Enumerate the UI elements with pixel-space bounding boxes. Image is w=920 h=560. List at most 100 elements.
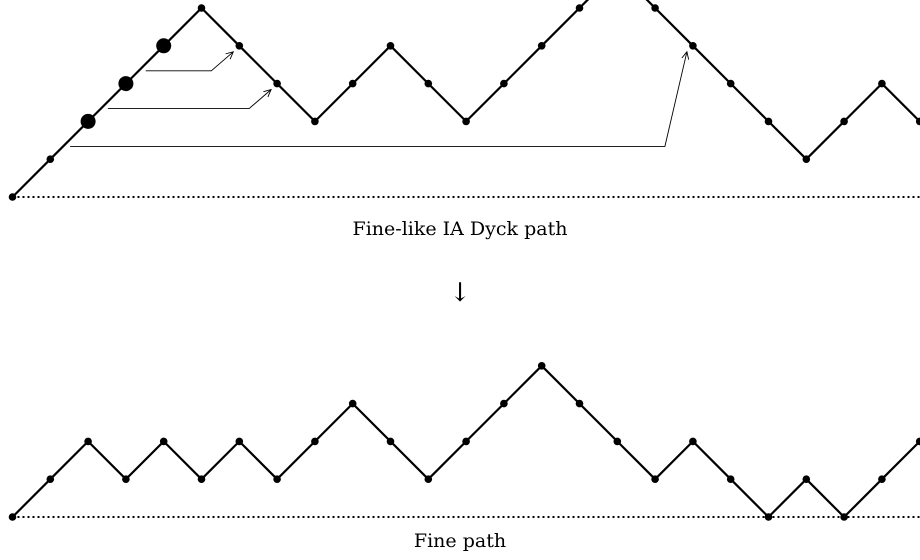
- top-path-node-6: [235, 42, 244, 50]
- connector-arrow-1: [145, 51, 234, 72]
- top-path-step-10: [351, 44, 392, 85]
- bottom-path-step-12: [427, 440, 468, 481]
- top-path-step-11: [389, 44, 430, 85]
- top-path-node-21: [802, 155, 811, 163]
- top-path-node-9: [348, 79, 357, 88]
- top-path-step-17: [645, 0, 657, 10]
- top-path-node-14: [537, 42, 546, 50]
- top-path-node-13: [500, 79, 508, 88]
- top-path-node-0: [8, 193, 17, 201]
- bottom-path-node-6: [235, 437, 244, 446]
- top-path-step-19: [691, 44, 732, 85]
- bottom-path-step-1: [11, 478, 52, 519]
- bottom-path-step-18: [653, 440, 695, 481]
- bottom-path-step-20: [729, 478, 770, 519]
- bottom-path-node-16: [613, 437, 622, 446]
- top-path-highlighted-node-2: [80, 113, 96, 129]
- top-path-step-14: [502, 44, 543, 85]
- bottom-path-node-4: [159, 437, 168, 446]
- top-path-step-21: [767, 120, 808, 161]
- top-path-node-19: [726, 79, 735, 88]
- bottom-path-node-20: [764, 513, 773, 521]
- bottom-path-step-2: [49, 440, 90, 481]
- top-path-step-3: [86, 82, 128, 123]
- bottom-path-node-15: [575, 399, 584, 408]
- top-path-step-16: [578, 0, 590, 10]
- top-path-highlighted-node-3: [118, 76, 134, 92]
- bottom-path-step-16: [578, 402, 619, 443]
- bottom-path-node-21: [802, 475, 811, 484]
- top-path-node-15: [575, 4, 584, 12]
- top-path-highlighted-node-4: [156, 38, 172, 54]
- transition-down-arrow: ↓: [449, 278, 471, 308]
- top-path-step-20: [729, 82, 770, 123]
- bottom-path-node-24: [915, 437, 920, 446]
- connector-arrowhead-3: [681, 50, 690, 60]
- bottom-path-step-5: [162, 440, 203, 481]
- top-path-node-23: [878, 79, 886, 88]
- top-path-node-22: [840, 117, 848, 126]
- fine-like-ia-dyck-path: [8, 0, 920, 201]
- bottom-path-node-10: [386, 437, 395, 446]
- bottom-path-node-12: [462, 437, 470, 446]
- top-diagram-caption: Fine-like IA Dyck path: [352, 218, 568, 240]
- bottom-path-step-9: [313, 402, 354, 443]
- top-path-node-5: [197, 4, 206, 12]
- bottom-path-step-8: [276, 440, 316, 481]
- bottom-path-node-19: [726, 475, 735, 484]
- bottom-path-node-0: [8, 513, 17, 521]
- bottom-path-step-13: [465, 402, 505, 443]
- top-path-step-5: [162, 6, 203, 47]
- top-path-step-2: [49, 120, 90, 161]
- top-path-node-12: [462, 117, 470, 126]
- bottom-path-node-22: [840, 513, 848, 521]
- bottom-path-step-11: [389, 440, 430, 481]
- bottom-path-step-15: [540, 364, 581, 405]
- top-path-step-7: [238, 44, 279, 85]
- bottom-path-node-8: [311, 437, 319, 446]
- bottom-path-step-14: [502, 364, 543, 405]
- top-path-step-8: [276, 82, 316, 123]
- fine-path: [8, 362, 920, 521]
- bottom-path-step-3: [86, 440, 128, 481]
- top-path-step-23: [842, 82, 884, 123]
- top-path-step-6: [200, 6, 241, 47]
- bottom-path-node-13: [500, 399, 508, 408]
- bottom-path-step-24: [880, 440, 920, 481]
- bottom-path-node-5: [197, 475, 206, 484]
- top-path-node-11: [424, 79, 433, 88]
- bottom-path-step-7: [238, 440, 279, 481]
- top-path-step-24: [880, 82, 920, 123]
- top-path-step-13: [465, 82, 505, 123]
- bottom-path-node-2: [84, 437, 92, 446]
- top-path-step-15: [540, 6, 581, 47]
- top-path-step-9: [313, 82, 354, 123]
- bottom-path-node-3: [122, 475, 130, 484]
- top-path-node-1: [46, 155, 55, 163]
- bottom-path-step-17: [616, 440, 657, 481]
- top-path-step-1: [11, 158, 52, 199]
- bottom-path-step-23: [842, 478, 884, 519]
- bottom-path-node-23: [878, 475, 886, 484]
- bottom-path-step-22: [805, 478, 846, 519]
- connector-arrow-3: [70, 51, 688, 147]
- top-path-node-10: [386, 42, 395, 50]
- top-path-node-17: [651, 4, 659, 12]
- bottom-path-node-14: [537, 362, 546, 370]
- connector-arrow-2: [107, 89, 272, 110]
- top-path-node-20: [764, 117, 773, 126]
- top-path-node-8: [311, 117, 319, 126]
- bottom-path-node-7: [273, 475, 281, 484]
- bottom-diagram-caption: Fine path: [413, 530, 507, 552]
- bottom-path-node-17: [651, 475, 659, 484]
- bottom-path-step-19: [691, 440, 732, 481]
- top-path-node-24: [915, 117, 920, 126]
- top-path-step-4: [124, 44, 165, 85]
- connector-arrowhead-1: [225, 51, 235, 60]
- bottom-path-step-6: [200, 440, 241, 481]
- top-path-step-18: [653, 6, 695, 47]
- bottom-path-node-11: [424, 475, 433, 484]
- top-path-node-7: [273, 79, 281, 88]
- bottom-path-node-1: [46, 475, 55, 484]
